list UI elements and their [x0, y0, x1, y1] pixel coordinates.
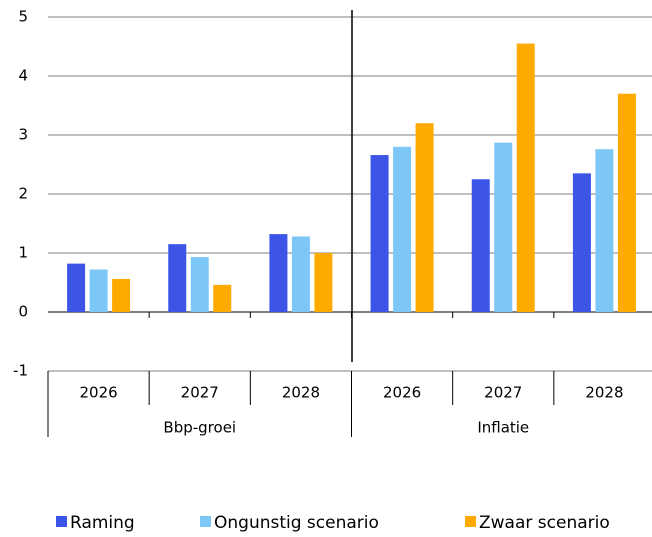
bar — [516, 43, 535, 313]
x-tick-label: 2026 — [383, 384, 421, 402]
group-label: Bbp-groei — [163, 419, 236, 437]
legend-swatch — [200, 516, 211, 527]
y-tick-label: 1 — [18, 244, 28, 262]
bar — [595, 149, 614, 312]
bar — [112, 278, 131, 312]
bar — [393, 146, 412, 312]
y-tick-label: 3 — [18, 126, 28, 144]
legend-label: Zwaar scenario — [479, 513, 610, 533]
bar — [269, 234, 288, 312]
legend-label: Raming — [70, 513, 135, 533]
bar — [213, 284, 232, 312]
bar — [89, 269, 108, 312]
legend-label: Ongunstig scenario — [214, 513, 379, 533]
y-tick-label: 4 — [18, 67, 28, 85]
x-tick-label: 2028 — [585, 384, 623, 402]
bar — [415, 123, 434, 312]
bar — [572, 173, 591, 312]
bar — [291, 236, 310, 312]
x-tick-label: 2027 — [484, 384, 522, 402]
y-tick-label: 0 — [18, 303, 28, 321]
bar — [168, 244, 187, 312]
y-tick-label: 2 — [18, 185, 28, 203]
legend-swatch — [56, 516, 67, 527]
bar — [617, 93, 636, 312]
x-tick-label: 2028 — [282, 384, 320, 402]
y-tick-label: 5 — [18, 8, 28, 26]
bar — [67, 263, 86, 312]
bar — [190, 257, 209, 312]
bar — [370, 155, 389, 312]
bar — [471, 179, 490, 312]
x-tick-label: 2026 — [79, 384, 117, 402]
bar — [314, 253, 333, 312]
y-tick-label: -1 — [13, 362, 28, 380]
group-label: Inflatie — [477, 419, 529, 437]
legend-swatch — [465, 516, 476, 527]
x-tick-label: 2027 — [181, 384, 219, 402]
bar — [494, 142, 513, 312]
